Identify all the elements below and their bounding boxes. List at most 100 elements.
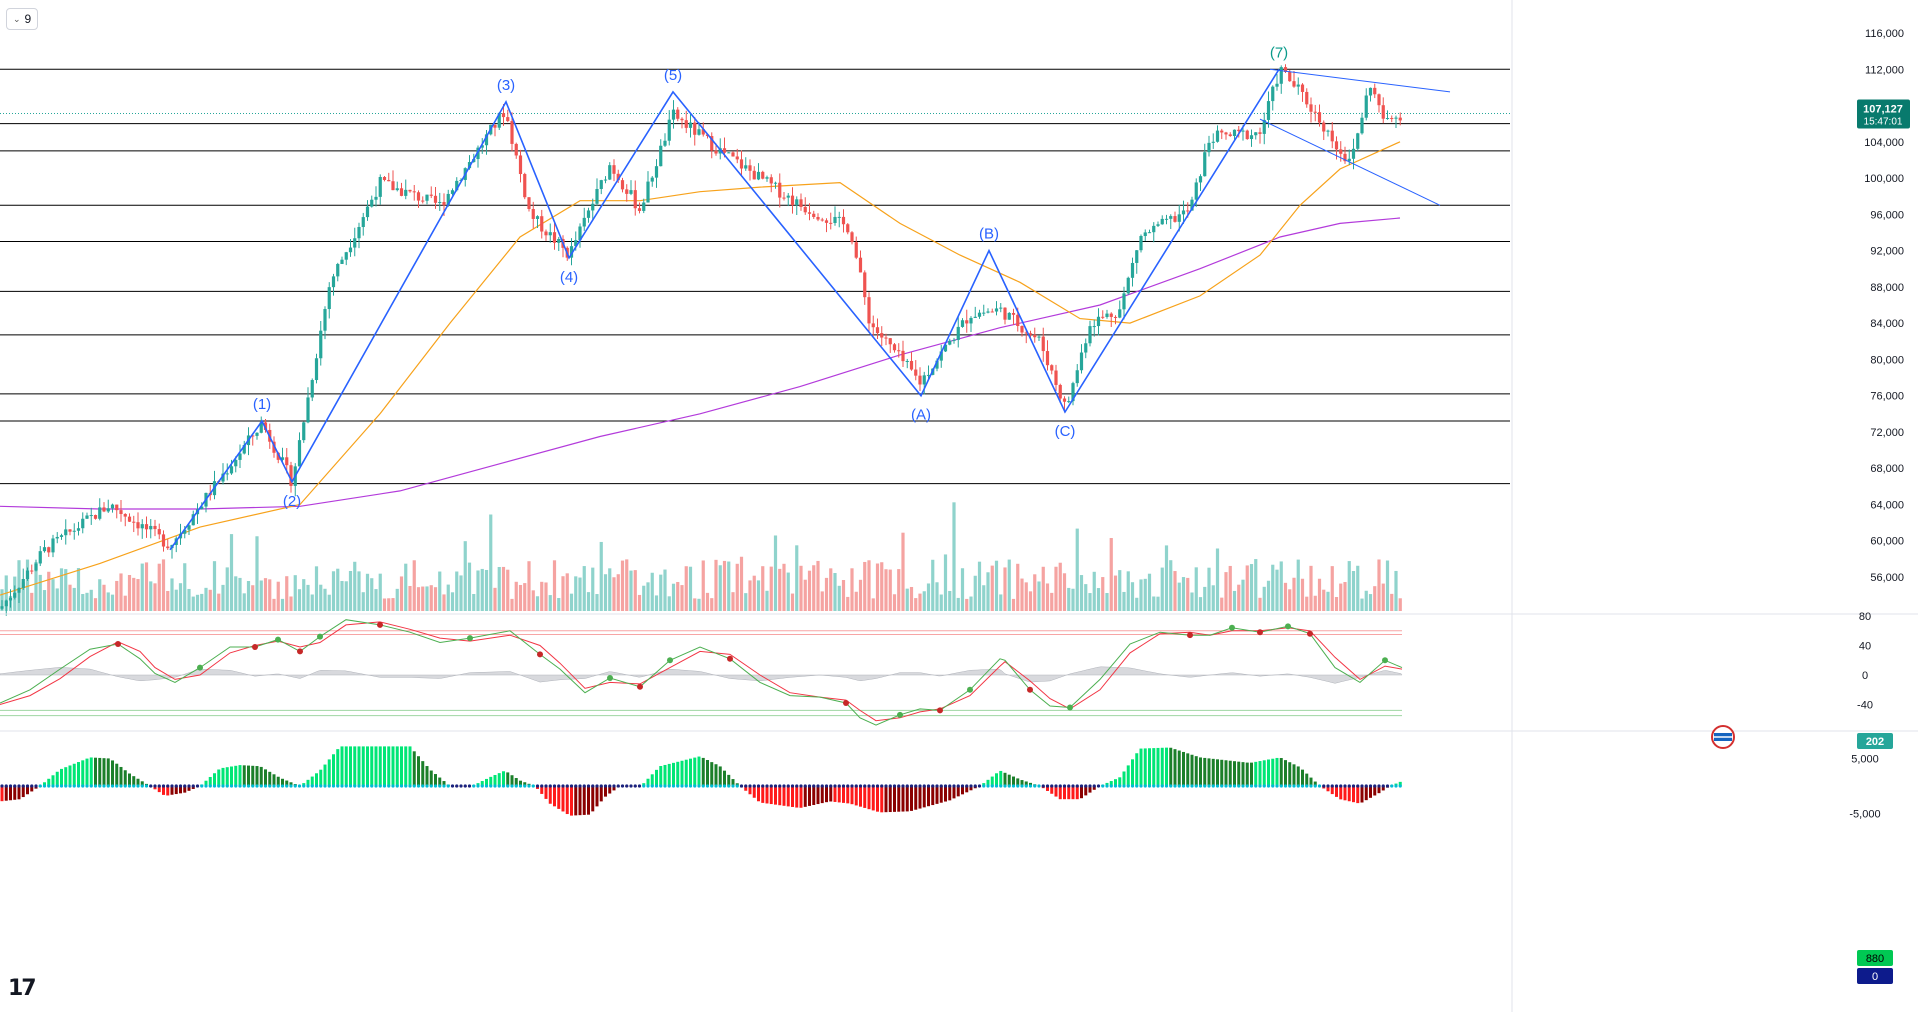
oscillator-cross-dot <box>1229 624 1235 631</box>
candle-body <box>259 422 263 433</box>
volume-bar <box>1198 597 1203 611</box>
volume-bar <box>756 580 761 611</box>
volume-bar <box>289 596 293 611</box>
candle-body <box>616 173 620 181</box>
histogram-zero-dot <box>595 784 599 788</box>
volume-bar <box>820 591 824 611</box>
histogram-zero-dot <box>1092 784 1096 788</box>
candle-body <box>34 563 38 571</box>
price-tick-label: 80,000 <box>1870 354 1904 366</box>
histogram-zero-dot <box>671 784 676 788</box>
last-price-badge <box>1857 99 1910 129</box>
candle-body <box>272 441 276 453</box>
volume-bar <box>1313 595 1317 611</box>
histogram-zero-dot <box>157 784 161 788</box>
histogram-bar <box>115 763 119 786</box>
histogram-zero-dot <box>620 784 625 788</box>
candle-body <box>875 327 880 334</box>
interval-dropdown[interactable]: ⌄ 9 <box>6 8 39 30</box>
countdown-label: 15:47:01 <box>1864 116 1903 127</box>
candle-body <box>353 238 357 248</box>
price-tick-label: 68,000 <box>1870 463 1904 475</box>
histogram-bar <box>119 766 123 786</box>
volume-bar <box>280 598 285 611</box>
histogram-zero-dot <box>1373 784 1377 788</box>
price-axis: 116,000112,000108,000104,000100,00096,00… <box>1511 0 1904 1012</box>
histogram-bar <box>1305 773 1309 786</box>
candle-body <box>1037 336 1041 338</box>
histogram-bar <box>990 776 994 786</box>
histogram-zero-dot <box>1266 784 1271 788</box>
volume-bar <box>1292 577 1296 611</box>
volume-bar <box>986 572 990 611</box>
histogram-zero-dot <box>1339 784 1343 788</box>
histogram-zero-dot <box>1356 784 1360 788</box>
histogram-bar <box>344 746 348 786</box>
histogram-zero-dot <box>514 784 518 788</box>
histogram-zero-dot <box>871 784 875 788</box>
histogram-bar <box>833 786 837 802</box>
histogram-zero-dot <box>752 784 756 788</box>
histogram-bar <box>225 767 229 786</box>
histogram-zero-dot <box>786 784 790 788</box>
volume-bar <box>1203 586 1207 611</box>
histogram-bar <box>612 786 616 791</box>
histogram-bar <box>1114 779 1117 786</box>
volume-bar <box>1232 590 1237 611</box>
histogram-zero-dot <box>854 784 858 788</box>
histogram-bar <box>183 786 187 793</box>
candle-body <box>1024 332 1028 334</box>
candle-body <box>1071 383 1075 402</box>
candle-body <box>1262 119 1266 134</box>
volume-bar <box>960 568 965 611</box>
histogram-zero-dot <box>348 784 353 788</box>
volume-bar <box>361 592 365 611</box>
volume-bar <box>1101 577 1105 611</box>
candle-body <box>646 181 650 203</box>
candle-body <box>149 525 153 530</box>
volume-bar <box>1054 566 1058 611</box>
histogram-zero-dot <box>59 784 64 788</box>
histogram-bar <box>1165 747 1168 786</box>
volume-bar <box>1016 563 1020 611</box>
histogram-zero-dot <box>1385 784 1390 788</box>
volume-bar <box>1330 566 1334 611</box>
histogram-bar <box>867 786 871 810</box>
candle-body <box>1109 313 1113 317</box>
candle-body <box>187 525 191 530</box>
volume-bar <box>391 598 395 611</box>
histogram-bar <box>731 779 735 786</box>
histogram-zero-dot <box>1215 784 1220 788</box>
histogram-zero-dot <box>960 784 965 788</box>
candle-body <box>506 117 510 122</box>
volume-bar <box>633 570 637 611</box>
histogram-zero-dot <box>166 784 170 788</box>
candle-body <box>1330 130 1334 142</box>
candle-body <box>863 272 867 298</box>
histogram-zero-dot <box>820 784 824 788</box>
candle-body <box>841 216 846 225</box>
volume-bar <box>319 584 323 611</box>
candle-body <box>727 152 731 154</box>
candle-body <box>803 206 807 213</box>
histogram-zero-dot <box>395 784 399 788</box>
histogram-bar <box>434 774 437 786</box>
flag-icon[interactable] <box>1711 725 1735 749</box>
volume-bar <box>1135 597 1139 611</box>
histogram-bar <box>60 768 63 786</box>
candle-body <box>731 152 735 157</box>
oscillator-tick-label: 40 <box>1859 641 1871 653</box>
candle-body <box>1215 130 1220 142</box>
histogram-zero-dot <box>353 784 357 788</box>
volume-bar <box>157 563 161 611</box>
histogram-bar <box>876 786 879 812</box>
histogram-zero-dot <box>302 784 306 788</box>
histogram-zero-dot <box>357 784 361 788</box>
volume-bar <box>1288 589 1292 611</box>
histogram-zero-dot <box>361 784 365 788</box>
candle-body <box>1356 133 1360 149</box>
volume-bar <box>1351 571 1356 611</box>
histogram-zero-dot <box>986 784 990 788</box>
candle-body <box>38 551 42 564</box>
